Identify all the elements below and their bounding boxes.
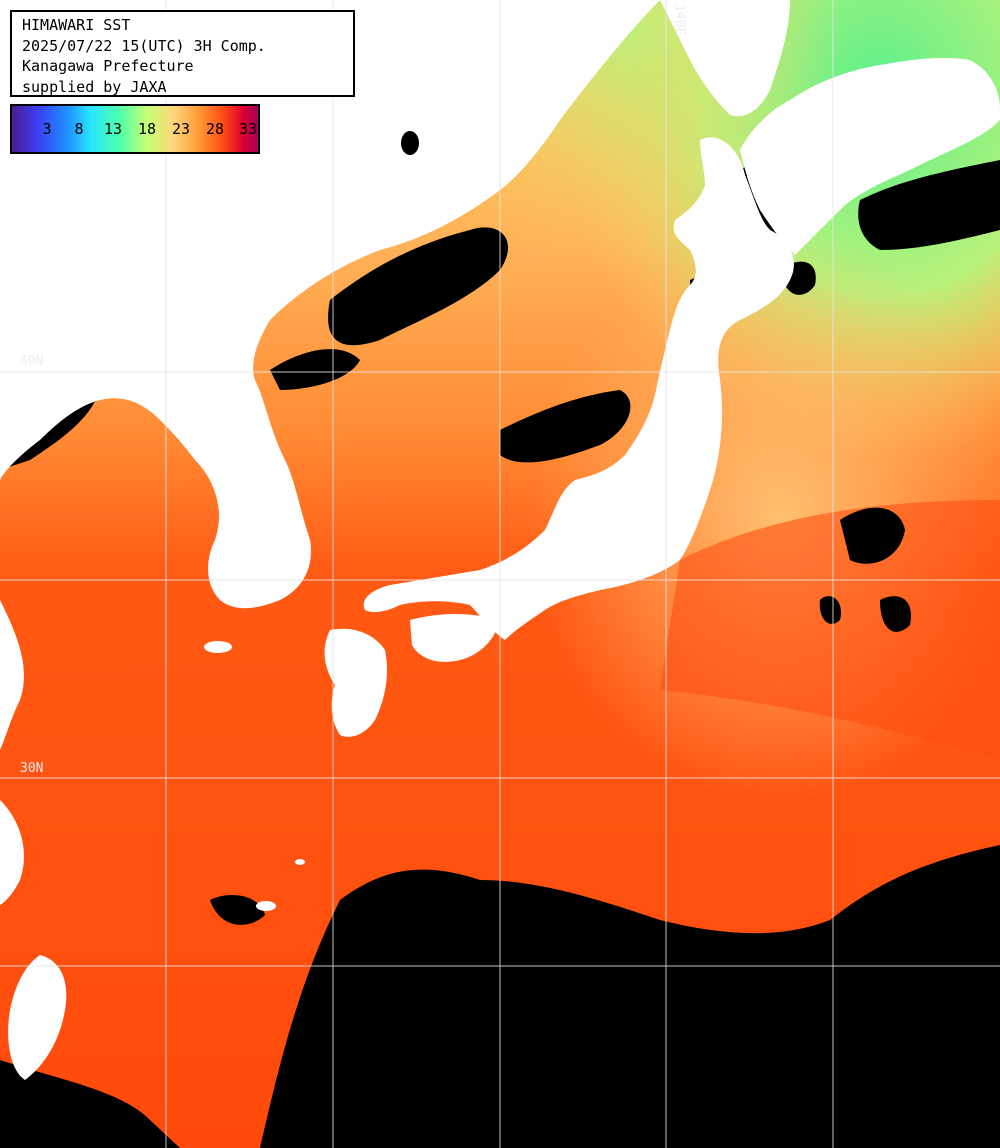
temperature-colorbar: 3 8 13 18 23 28 33 [10, 104, 260, 154]
colorbar-tick: 8 [74, 120, 84, 138]
supplier-label: supplied by JAXA [22, 77, 167, 96]
small-island-dark [401, 131, 419, 155]
colorbar-tick: 28 [205, 120, 225, 138]
kuroshio-warm-band [660, 500, 1000, 760]
latitude-label-40n: 40N [20, 354, 44, 369]
latitude-label-30n: 30N [20, 761, 44, 776]
colorbar-tick: 18 [137, 120, 157, 138]
timestamp: 2025/07/22 15(UTC) 3H Comp. [22, 36, 266, 55]
colorbar-tick: 23 [171, 120, 191, 138]
product-title: HIMAWARI SST [22, 16, 131, 34]
colorbar-tick: 3 [42, 120, 52, 138]
info-panel: HIMAWARI SST 2025/07/22 15(UTC) 3H Comp.… [10, 10, 355, 97]
colorbar-tick: 33 [238, 120, 258, 138]
colorbar-tick: 13 [103, 120, 123, 138]
region-label: Kanagawa Prefecture [22, 57, 194, 75]
colorbar-ticks: 3 8 13 18 23 28 33 [12, 120, 258, 140]
longitude-label-140e: 140E [672, 4, 687, 36]
